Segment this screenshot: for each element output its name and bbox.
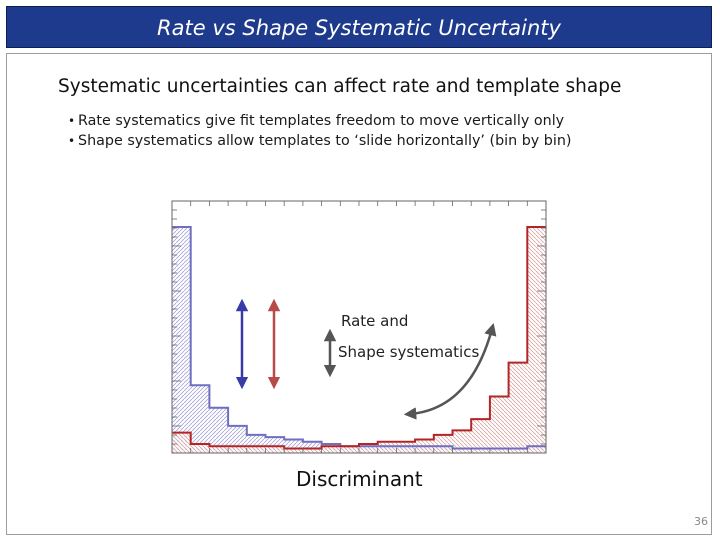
bullet-text: Shape systematics allow templates to ‘sl… xyxy=(78,133,572,149)
histogram-plot xyxy=(171,200,547,454)
histogram-bar xyxy=(265,446,285,453)
histogram-bar xyxy=(340,446,359,453)
histogram-bar xyxy=(190,443,210,453)
page-number: 36 xyxy=(694,515,708,528)
histogram-bar xyxy=(359,443,378,453)
histogram-bar xyxy=(508,362,528,453)
bullet-item: • Rate systematics give fit templates fre… xyxy=(68,111,572,131)
histogram-bar xyxy=(172,227,191,453)
slide-title: Rate vs Shape Systematic Uncertainty xyxy=(157,16,561,40)
bullet-list: • Rate systematics give fit templates fre… xyxy=(68,111,572,151)
histogram-bar xyxy=(190,385,210,453)
histogram-bar xyxy=(209,446,229,453)
histogram-bar xyxy=(302,448,322,453)
histogram-outline xyxy=(172,226,546,450)
bullet-text: Rate systematics give fit templates free… xyxy=(78,113,565,129)
bullet-icon: • xyxy=(68,114,76,128)
histogram-bar xyxy=(489,396,509,453)
histogram-bar xyxy=(284,448,303,453)
histogram-bar xyxy=(452,430,472,453)
x-axis-label: Discriminant xyxy=(296,467,423,491)
horizontal-slide-arrow xyxy=(403,322,497,420)
histogram-bar xyxy=(433,434,453,453)
title-bar: Rate vs Shape Systematic Uncertainty xyxy=(6,6,712,48)
histogram-bar xyxy=(377,441,397,453)
histogram-bar xyxy=(228,446,247,453)
bullet-item: • Shape systematics allow templates to ‘s… xyxy=(68,131,572,151)
rate-and-label: Rate and xyxy=(341,312,409,330)
histogram-bar xyxy=(302,441,322,453)
histogram-bar xyxy=(172,432,191,453)
slide-frame xyxy=(6,53,712,535)
histogram-bar xyxy=(527,227,546,453)
bullet-icon: • xyxy=(68,134,76,148)
histogram-bar xyxy=(246,446,266,453)
histogram-bar xyxy=(396,441,416,453)
shape-systematics-label: Shape systematics xyxy=(338,343,480,361)
slide-heading: Systematic uncertainties can affect rate… xyxy=(58,76,622,97)
histogram-bar xyxy=(321,446,341,453)
histogram-bar xyxy=(471,419,490,453)
histogram-bar xyxy=(209,407,229,453)
